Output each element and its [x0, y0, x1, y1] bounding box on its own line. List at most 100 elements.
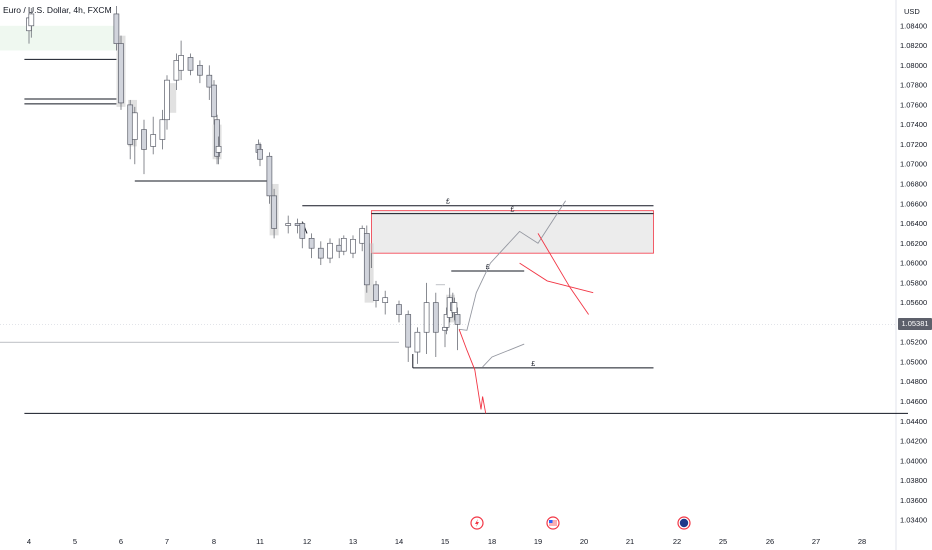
price-tick-label: 1.04000 — [900, 456, 927, 465]
price-tick-label: 1.07400 — [900, 120, 927, 129]
price-tick-label: 1.07000 — [900, 160, 927, 169]
candle — [308, 233, 315, 259]
time-tick-label: 20 — [580, 537, 588, 546]
time-tick-label: 27 — [812, 537, 820, 546]
time-tick-label: 22 — [673, 537, 681, 546]
symbol-title: Euro / U.S. Dollar, 4h, FXCM — [3, 5, 112, 15]
price-tick-label: 1.06200 — [900, 239, 927, 248]
time-tick-label: 21 — [626, 537, 634, 546]
candle-body — [340, 238, 347, 252]
price-tick-label: 1.05600 — [900, 298, 927, 307]
candles — [26, 6, 461, 364]
time-tick-label: 28 — [858, 537, 866, 546]
candle — [294, 218, 301, 234]
candle — [443, 307, 450, 335]
price-tick-label: 1.05200 — [900, 338, 927, 347]
candle — [327, 238, 333, 264]
candle — [211, 80, 217, 125]
candle-body — [150, 134, 157, 147]
candle-body — [382, 297, 389, 303]
candle — [432, 292, 439, 357]
candle-body — [197, 64, 203, 76]
lightning-icon[interactable] — [470, 516, 484, 530]
time-tick-label: 12 — [303, 537, 311, 546]
price-axis: 1.08400 1.08200 1.08000 1.07800 1.07600 1.074… — [900, 21, 927, 524]
candle — [451, 297, 458, 321]
price-tick-label: 1.03800 — [900, 476, 927, 485]
projection-branch-path — [482, 343, 525, 368]
candle-body — [414, 331, 421, 353]
price-tick-label: 1.04400 — [900, 417, 927, 426]
time-tick-label: 7 — [165, 537, 169, 546]
time-tick-label: 19 — [534, 537, 542, 546]
time-tick-label: 5 — [73, 537, 77, 546]
candle-body — [363, 233, 370, 286]
price-tick-label: 1.03600 — [900, 496, 927, 505]
demand-zone-rect — [0, 25, 117, 51]
candle — [271, 188, 277, 239]
candle-body — [451, 302, 458, 313]
price-tick-label: 1.08200 — [900, 41, 927, 50]
projection-branch-path — [537, 233, 589, 315]
candle-body — [141, 129, 147, 150]
time-tick-label: 18 — [488, 537, 496, 546]
candle — [159, 109, 166, 150]
candle-body — [214, 119, 220, 157]
time-tick-label: 15 — [441, 537, 449, 546]
candle — [340, 235, 347, 256]
candle-body — [271, 195, 277, 229]
candle-body — [285, 223, 292, 226]
time-tick-label: 8 — [212, 537, 216, 546]
price-tick-label: 1.04200 — [900, 437, 927, 446]
price-tick-label: 1.06600 — [900, 199, 927, 208]
candle — [285, 215, 292, 234]
candle-body — [28, 13, 35, 27]
horizontal-levels: £ £ £ £ — [0, 58, 908, 414]
candle-body — [178, 55, 184, 71]
candle — [141, 119, 147, 175]
candle-body — [113, 13, 120, 44]
candle-body — [206, 74, 213, 88]
price-tick-label: 1.05800 — [900, 278, 927, 287]
projection-paths — [458, 200, 594, 414]
candle — [164, 75, 170, 130]
time-tick-label: 14 — [395, 537, 403, 546]
us-flag-icon[interactable] — [546, 516, 560, 530]
level-marker-label: £ — [531, 361, 535, 368]
price-tick-label: 1.07600 — [900, 100, 927, 109]
candle — [150, 116, 157, 155]
price-tick-label: 1.06800 — [900, 179, 927, 188]
candle-body — [131, 112, 138, 140]
candle-body — [127, 104, 134, 145]
candle-body — [373, 284, 379, 301]
candle — [454, 307, 461, 351]
candle-body — [317, 247, 324, 259]
candle-body — [164, 79, 170, 121]
candle — [405, 310, 412, 362]
time-axis: 4 5 6 7 8 11 12 13 14 15 18 19 20 21 22 25 26 27 28 — [27, 537, 866, 546]
supply-zone-rect — [370, 210, 654, 254]
eu-flag-icon[interactable] — [677, 516, 691, 530]
level-marker-label: £ — [486, 264, 490, 271]
candle — [214, 114, 220, 165]
candle — [414, 327, 421, 364]
candle — [257, 142, 263, 167]
price-tick-label: 1.03400 — [900, 516, 927, 525]
candle — [118, 35, 124, 110]
candle-body — [350, 238, 356, 254]
current-price-badge: 1.05381 — [898, 318, 932, 330]
time-tick-label: 11 — [256, 537, 264, 546]
candle-body — [159, 119, 166, 140]
time-tick-label: 4 — [27, 537, 31, 546]
projection-down-path — [458, 329, 482, 410]
currency-label: USD — [904, 7, 920, 16]
candle — [423, 282, 430, 355]
candle-body — [211, 84, 217, 118]
price-tick-label: 1.07800 — [900, 81, 927, 90]
projection-up-path — [459, 200, 566, 331]
level-marker-label: £ — [446, 199, 450, 206]
candle-body — [266, 155, 273, 197]
price-tick-label: 1.06000 — [900, 259, 927, 268]
